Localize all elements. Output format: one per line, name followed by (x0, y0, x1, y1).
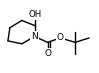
Text: OH: OH (28, 10, 41, 19)
Text: N: N (31, 32, 38, 41)
Text: O: O (44, 49, 51, 58)
Text: O: O (57, 33, 64, 42)
